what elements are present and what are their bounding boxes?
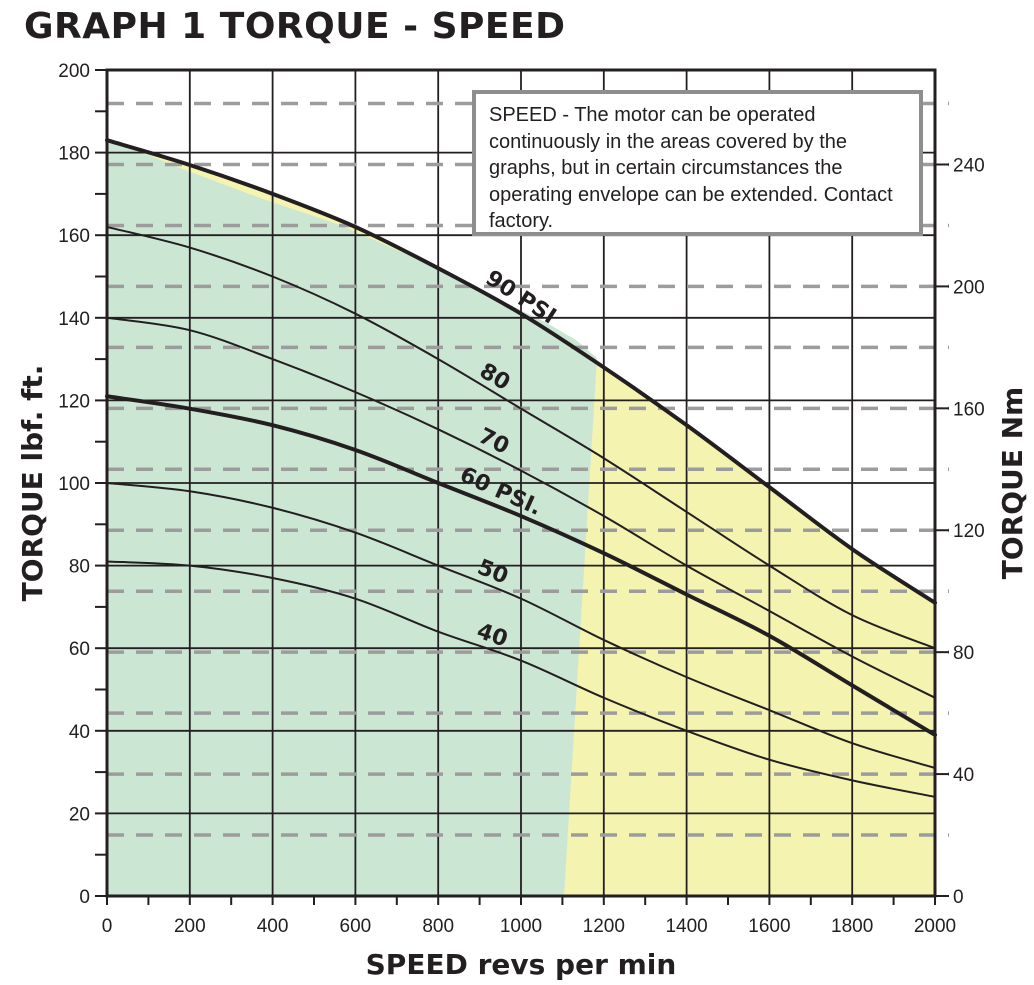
x-axis-title: SPEED revs per min	[366, 948, 677, 981]
y-tick-label: 180	[58, 144, 90, 165]
curve-40	[106, 560, 936, 798]
y-tick-label: 20	[69, 804, 90, 825]
y-tick-label: 160	[58, 226, 90, 247]
x-tick-label: 1800	[831, 916, 873, 937]
x-tick-label: 0	[102, 916, 113, 937]
curve-90-psi	[105, 138, 937, 605]
curve-80	[106, 225, 936, 650]
y-right-tick-label: 40	[953, 765, 974, 786]
x-tick-label: 200	[174, 916, 206, 937]
y-tick-label: 120	[58, 391, 90, 412]
y-tick-label: 40	[69, 722, 90, 743]
y-tick-label: 200	[58, 61, 90, 82]
x-tick-label: 1000	[500, 916, 542, 937]
continuous-region	[107, 138, 597, 896]
y-axis-title: TORQUE lbf. ft.	[16, 365, 49, 602]
x-tick-label: 2000	[914, 916, 956, 937]
speed-note: SPEED - The motor can be operated contin…	[472, 90, 923, 236]
y-tick-label: 140	[58, 309, 90, 330]
torque-curves	[105, 138, 937, 798]
curve-60-psi	[105, 394, 937, 737]
y-tick-label: 80	[69, 557, 90, 578]
curve-70	[106, 316, 936, 699]
x-tick-label: 1600	[748, 916, 790, 937]
y-right-tick-label: 200	[953, 277, 985, 298]
x-tick-label: 800	[422, 916, 454, 937]
y-right-axis-title: TORQUE Nm	[996, 387, 1029, 580]
y-right-tick-label: 120	[953, 521, 985, 542]
y-right-tick-label: 80	[953, 643, 974, 664]
y-tick-label: 100	[58, 474, 90, 495]
y-right-tick-label: 0	[953, 887, 964, 908]
y-tick-label: 60	[69, 639, 90, 660]
ticks: 0 200 400 600 800 1000 1200 1400 1600 1800 2000020…	[58, 61, 984, 937]
x-tick-label: 400	[257, 916, 289, 937]
y-tick-label: 0	[79, 887, 90, 908]
y-right-tick-label: 160	[953, 399, 985, 420]
y-right-tick-label: 240	[953, 155, 985, 176]
x-tick-label: 1200	[583, 916, 625, 937]
x-tick-label: 600	[340, 916, 372, 937]
curve-50	[106, 482, 936, 769]
chart-title: GRAPH 1 TORQUE - SPEED	[24, 6, 566, 47]
x-tick-label: 1400	[665, 916, 707, 937]
